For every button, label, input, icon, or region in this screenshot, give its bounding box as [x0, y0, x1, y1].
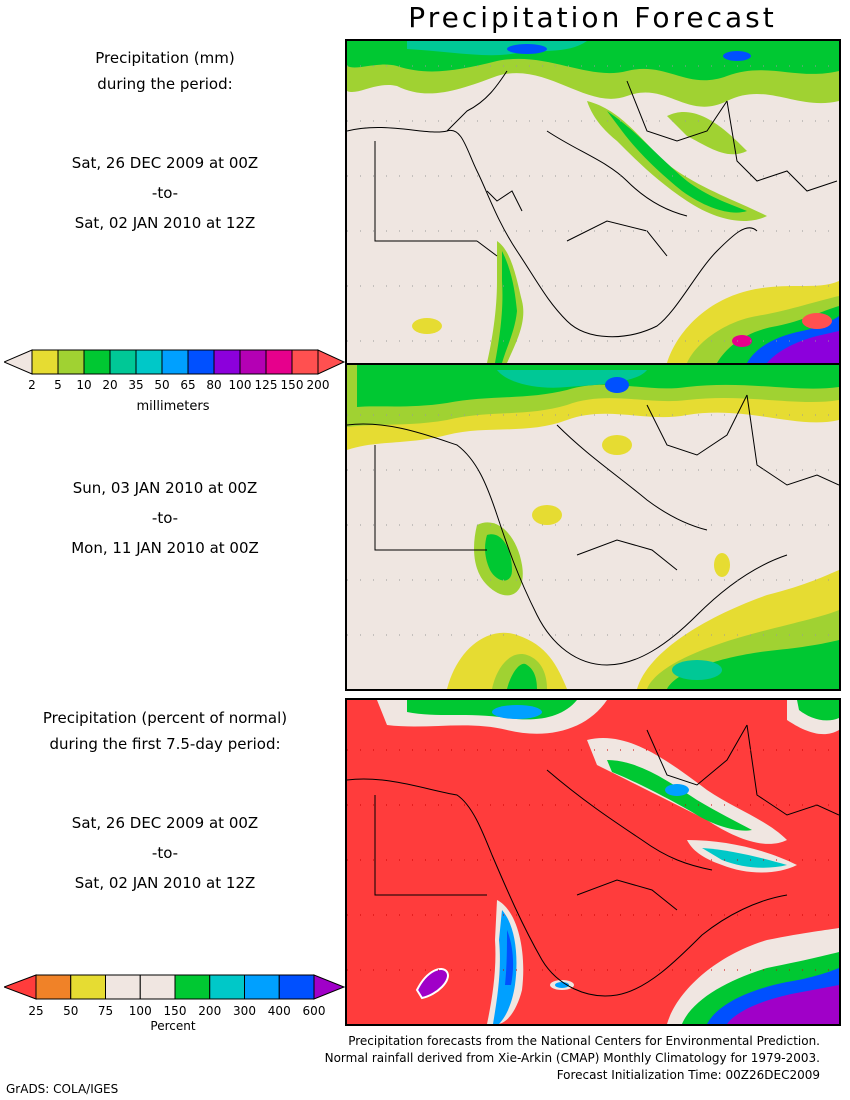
pct-color-box [105, 974, 141, 1000]
mm-arrow-left [2, 349, 33, 375]
pct-tick-label: 400 [267, 1004, 291, 1018]
mm-arrow-right [317, 349, 346, 375]
pct-arrow-right [313, 974, 346, 1000]
pct-unit-label: Percent [150, 1019, 196, 1033]
mm-color-box [57, 349, 85, 375]
pct-tick-label: 200 [198, 1004, 222, 1018]
credits: Precipitation forecasts from the Nationa… [325, 1033, 820, 1084]
period3-heading-2: during the first 7.5-day period: [49, 735, 281, 753]
period1-heading-1: Precipitation (mm) [95, 49, 235, 67]
map-precip-week2 [345, 363, 841, 691]
pct-color-box [174, 974, 211, 1000]
mm-color-box [213, 349, 241, 375]
mm-tick-label: 80 [206, 378, 222, 392]
mm-unit-label: millimeters [136, 399, 210, 414]
mm-color-box [291, 349, 319, 375]
mm-color-box [109, 349, 137, 375]
page-title: Precipitation Forecast [408, 1, 777, 34]
period2-end: Mon, 11 JAN 2010 at 00Z [71, 539, 259, 557]
period1-end: Sat, 02 JAN 2010 at 12Z [74, 214, 256, 232]
pct-tick-label: 100 [128, 1004, 152, 1018]
mm-color-box [265, 349, 293, 375]
period1-heading-2: during the period: [97, 75, 233, 93]
period1-to: -to- [151, 184, 179, 202]
pct-tick-label: 75 [97, 1004, 114, 1018]
period2-start: Sun, 03 JAN 2010 at 00Z [72, 479, 258, 497]
mm-tick-label: 35 [128, 378, 144, 392]
mm-tick-label: 125 [254, 378, 278, 392]
mm-tick-label: 65 [180, 378, 196, 392]
credits-line3: Forecast Initialization Time: 00Z26DEC20… [556, 1068, 820, 1082]
mm-colorbar [2, 348, 346, 376]
period3-to: -to- [151, 844, 179, 862]
percent-colorbar [2, 973, 346, 1001]
pct-color-box [278, 974, 315, 1000]
pct-tick-label: 50 [63, 1004, 79, 1018]
pct-tick-label: 300 [233, 1004, 256, 1018]
mm-color-box [187, 349, 215, 375]
mm-color-box [135, 349, 163, 375]
mm-tick-labels: 2 5 10 20 35 50 65 80 100 125 150 200 [0, 378, 346, 394]
mm-tick-label: 50 [154, 378, 170, 392]
pct-color-box [35, 974, 72, 1000]
mm-tick-label: 2 [28, 378, 36, 392]
map-precip-week1 [345, 39, 841, 365]
pct-color-box [209, 974, 245, 1000]
pct-tick-label: 150 [163, 1004, 187, 1018]
mm-color-box [161, 349, 189, 375]
mm-tick-label: 5 [54, 378, 62, 392]
pct-color-box [244, 974, 280, 1000]
pct-color-box [70, 974, 106, 1000]
mm-tick-label: 150 [280, 378, 304, 392]
mm-tick-label: 20 [102, 378, 118, 392]
mm-tick-label: 10 [76, 378, 92, 392]
pct-tick-label: 25 [28, 1004, 44, 1018]
mm-color-box [31, 349, 59, 375]
pct-arrow-left [2, 974, 37, 1000]
period3-start: Sat, 26 DEC 2009 at 00Z [71, 814, 259, 832]
pct-color-box [139, 974, 176, 1000]
grads-footer: GrADS: COLA/IGES [6, 1082, 119, 1096]
credits-line2: Normal rainfall derived from Xie-Arkin (… [324, 1051, 820, 1065]
credits-line1: Precipitation forecasts from the Nationa… [348, 1034, 820, 1048]
period3-end: Sat, 02 JAN 2010 at 12Z [74, 874, 256, 892]
period1-start: Sat, 26 DEC 2009 at 00Z [71, 154, 259, 172]
pct-tick-label: 600 [302, 1004, 326, 1018]
mm-tick-label: 200 [306, 378, 330, 392]
pct-tick-labels: 25 50 75 100 150 200 300 400 600 [0, 1004, 346, 1020]
period2-to: -to- [151, 509, 179, 527]
mm-color-box [239, 349, 267, 375]
mm-tick-label: 100 [228, 378, 252, 392]
mm-color-box [83, 349, 111, 375]
period3-heading-1: Precipitation (percent of normal) [42, 709, 288, 727]
map-percent-normal [345, 698, 841, 1026]
